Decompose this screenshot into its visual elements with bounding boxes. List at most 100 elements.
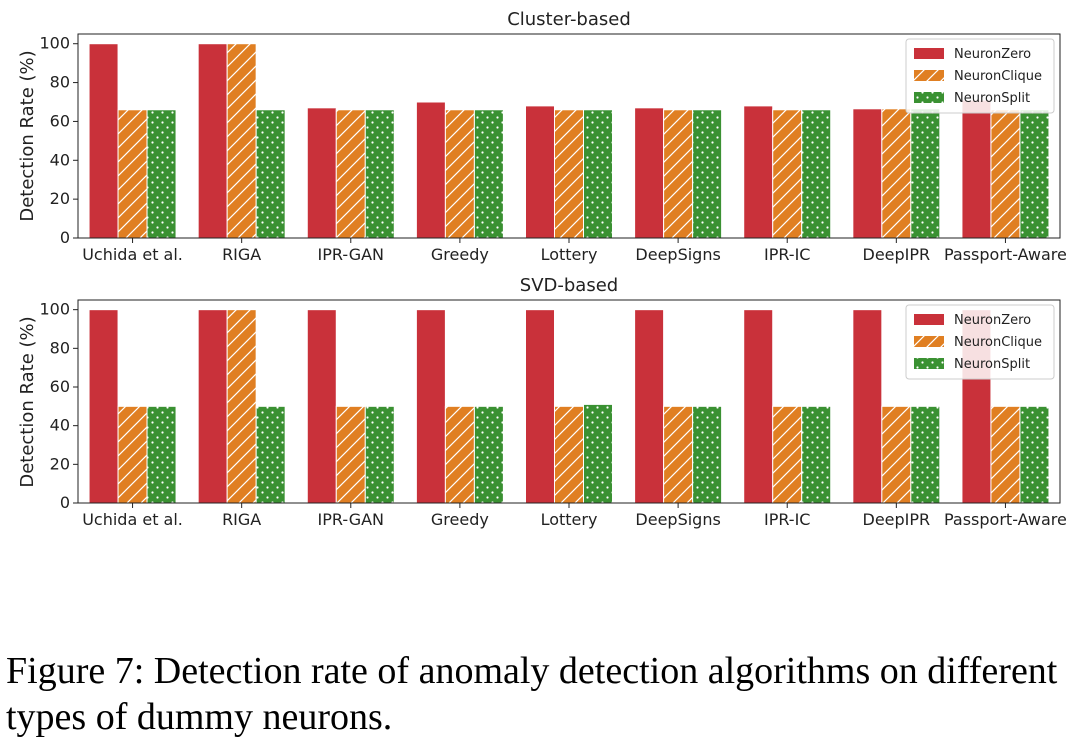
bar-neuronclique-ipr-ic [772,405,803,504]
legend-label-neuronclique: NeuronClique [954,335,1042,350]
bars-layer [88,43,1050,239]
x-tick-label-lottery: Lottery [541,245,598,264]
bar-neuronclique-ipr-ic [772,109,803,239]
y-ticks: 0 20 40 60 80 100 [39,34,78,247]
x-tick-label-ipr-ic: IPR-IC [764,510,811,529]
bar-neuronzero-deepsigns [634,107,665,239]
bar-neuronclique-ipr-gan [335,109,366,239]
legend: NeuronZero NeuronClique NeuronSplit [905,304,1055,380]
y-tick-label: 80 [50,338,70,357]
legend-swatch-neuronclique [914,70,944,81]
bar-neuronsplit-passport-aware [1019,405,1050,504]
y-ticks: 0 20 40 60 80 100 [39,300,78,512]
y-tick-label: 20 [50,454,70,473]
x-tick-label-deepipr: DeepIPR [863,510,931,529]
legend-swatch-neuronclique [914,336,944,347]
bar-neuronzero-ipr-ic [743,105,774,239]
bar-neuronzero-ipr-gan [306,309,337,504]
bar-neuronzero-uchida-et-al [88,309,119,504]
x-tick-label-ipr-ic: IPR-IC [764,245,811,264]
bar-neuronzero-deepipr [852,309,883,504]
legend-swatch-neuronsplit [914,92,944,103]
bar-neuronclique-lottery [554,405,584,504]
y-tick-label: 0 [60,493,70,512]
x-tick-label-riga: RIGA [222,245,261,264]
bar-neuronzero-ipr-gan [306,107,337,239]
bar-neuronclique-deepsigns [663,405,694,504]
legend: NeuronZero NeuronClique NeuronSplit [905,38,1055,114]
bar-neuronclique-deepipr [881,108,912,239]
bar-neuronsplit-ipr-ic [801,405,832,504]
bar-neuronsplit-greedy [473,109,504,239]
legend-label-neuronclique: NeuronClique [954,69,1042,84]
bar-neuronsplit-uchida-et-al [146,405,177,504]
bar-neuronclique-greedy [444,405,475,504]
figure-caption: Figure 7: Detection rate of anomaly dete… [6,650,1058,738]
bar-neuronsplit-ipr-gan [364,109,395,239]
x-tick-label-deepsigns: DeepSigns [635,510,720,529]
bar-neuronsplit-riga [255,109,286,239]
legend-label-neuronzero: NeuronZero [954,47,1031,62]
x-tick-label-passport-aware: Passport-Aware [944,510,1067,529]
y-tick-label: 0 [60,228,70,247]
y-tick-label: 100 [39,300,70,319]
bar-neuronclique-ipr-gan [335,405,366,504]
bars-layer [88,309,1050,504]
bar-neuronsplit-lottery [583,403,613,504]
bar-neuronzero-greedy [415,309,446,504]
bar-neuronzero-greedy [415,101,446,239]
x-ticks: Uchida et al. RIGA IPR-GAN Greedy Lottery Dee… [82,238,1067,264]
x-tick-label-passport-aware: Passport-Aware [944,245,1067,264]
bar-neuronzero-deepsigns [634,309,665,504]
bar-neuronsplit-riga [255,405,286,504]
bar-neuronsplit-ipr-ic [801,109,832,239]
bar-neuronclique-passport-aware [990,405,1021,504]
y-tick-label: 60 [50,111,70,130]
x-ticks: Uchida et al. RIGA IPR-GAN Greedy Lottery Dee… [82,503,1067,529]
bar-neuronzero-deepipr [852,108,883,239]
bar-neuronsplit-greedy [473,405,504,504]
bar-neuronsplit-deepipr [910,405,941,504]
x-tick-label-greedy: Greedy [431,245,489,264]
bar-neuronsplit-uchida-et-al [146,109,177,239]
y-tick-label: 80 [50,73,70,92]
y-tick-label: 40 [50,416,70,435]
bar-neuronsplit-passport-aware [1019,109,1050,239]
chart-title: SVD-based [520,275,618,296]
legend-swatch-neuronzero [914,48,944,59]
y-tick-label: 40 [50,150,70,169]
y-tick-label: 20 [50,189,70,208]
legend-swatch-neuronzero [914,314,944,325]
bar-neuronzero-uchida-et-al [88,43,119,239]
bar-neuronclique-passport-aware [990,109,1021,239]
x-tick-label-lottery: Lottery [541,510,598,529]
bar-neuronsplit-deepipr [910,108,941,239]
bar-neuronzero-passport-aware [961,99,992,239]
bar-neuronzero-riga [197,309,228,504]
bar-neuronsplit-ipr-gan [364,405,395,504]
x-tick-label-uchida-et-al: Uchida et al. [82,245,183,264]
bar-neuronclique-lottery [554,109,584,239]
y-tick-label: 60 [50,377,70,396]
bar-neuronzero-ipr-ic [743,309,774,504]
x-tick-label-ipr-gan: IPR-GAN [318,245,385,264]
chart-svd-based: SVD-based Detection Rate (%) 0 20 40 60 80 10… [17,275,1067,529]
legend-label-neuronsplit: NeuronSplit [954,357,1030,372]
bar-neuronzero-lottery [525,105,555,239]
chart-title: Cluster-based [507,9,631,30]
x-tick-label-uchida-et-al: Uchida et al. [82,510,183,529]
x-tick-label-ipr-gan: IPR-GAN [318,510,385,529]
y-tick-label: 100 [39,34,70,53]
bar-neuronclique-greedy [444,109,475,239]
bar-neuronclique-deepipr [881,405,912,504]
y-axis-label: Detection Rate (%) [17,50,38,221]
chart-cluster-based: Cluster-based Detection Rate (%) 0 20 40 60… [17,9,1067,264]
x-tick-label-deepsigns: DeepSigns [635,245,720,264]
bar-neuronclique-uchida-et-al [117,109,148,239]
bar-neuronclique-riga [226,309,257,504]
bar-neuronsplit-lottery [583,109,613,239]
bar-neuronclique-deepsigns [663,109,694,239]
bar-neuronsplit-deepsigns [692,109,723,239]
bar-neuronclique-uchida-et-al [117,405,148,504]
bar-neuronclique-riga [226,43,257,239]
